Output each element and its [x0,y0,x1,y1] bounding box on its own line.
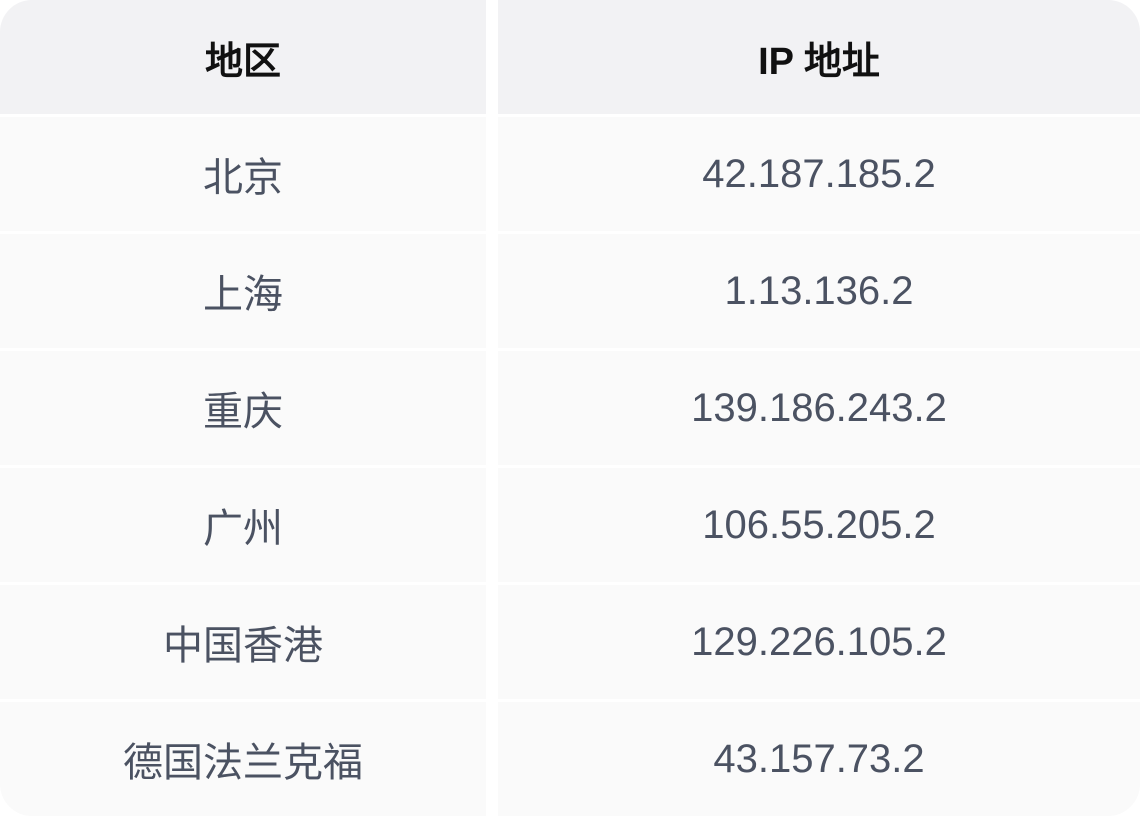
cell-region: 上海 [0,234,486,348]
cell-ip: 42.187.185.2 [498,117,1140,231]
cell-ip: 1.13.136.2 [498,234,1140,348]
cell-region: 重庆 [0,351,486,465]
cell-region: 德国法兰克福 [0,702,486,816]
cell-region: 北京 [0,117,486,231]
cell-ip: 43.157.73.2 [498,702,1140,816]
cell-ip: 139.186.243.2 [498,351,1140,465]
cell-region: 广州 [0,468,486,582]
cell-ip: 106.55.205.2 [498,468,1140,582]
header-region: 地区 [0,0,486,114]
header-ip: IP 地址 [498,0,1140,114]
cell-ip: 129.226.105.2 [498,585,1140,699]
cell-region: 中国香港 [0,585,486,699]
